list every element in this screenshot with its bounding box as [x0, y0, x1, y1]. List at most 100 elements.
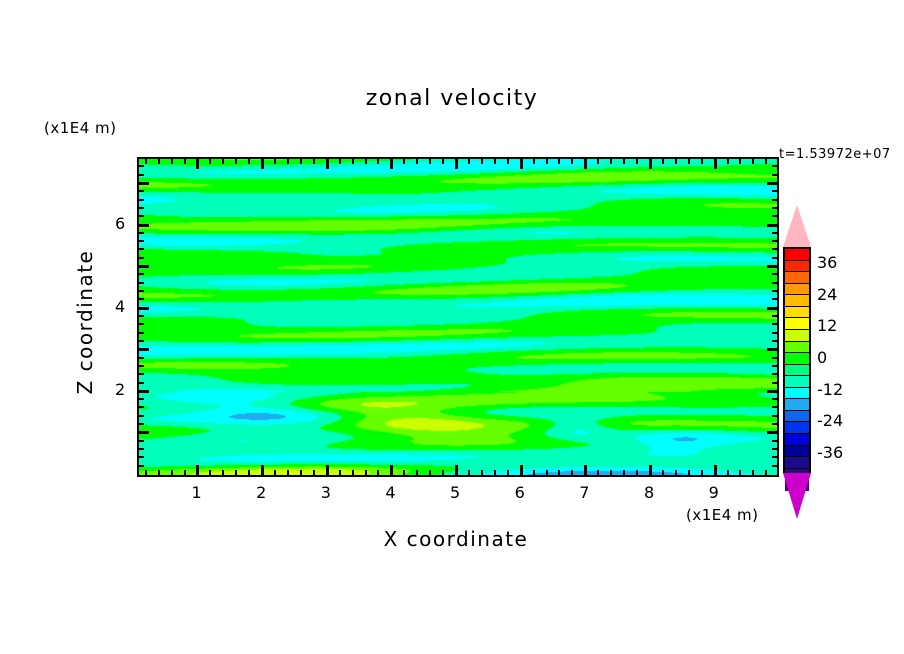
colorbar-cell	[785, 328, 809, 341]
tick-mark	[139, 448, 144, 451]
tick-mark	[571, 159, 574, 164]
tick-mark	[312, 159, 315, 164]
tick-mark	[139, 298, 144, 301]
tick-mark	[139, 248, 144, 251]
tick-mark	[139, 439, 144, 442]
timestamp-label: t=1.53972e+07	[779, 147, 891, 162]
tick-mark	[571, 470, 574, 475]
tick-mark	[636, 159, 639, 164]
tick-mark	[726, 470, 729, 475]
tick-mark	[248, 159, 251, 164]
tick-mark	[661, 470, 664, 475]
tick-mark	[312, 470, 315, 475]
tick-mark	[772, 381, 777, 384]
x-tick-label: 8	[643, 483, 655, 502]
x-tick-label: 6	[514, 483, 525, 502]
tick-mark	[772, 290, 777, 293]
tick-mark	[767, 431, 777, 435]
tick-mark	[455, 465, 459, 475]
tick-mark	[139, 364, 144, 367]
tick-mark	[480, 159, 483, 164]
tick-mark	[364, 470, 367, 475]
tick-mark	[139, 256, 144, 259]
tick-mark	[139, 398, 144, 401]
tick-mark	[139, 265, 149, 269]
tick-mark	[752, 470, 755, 475]
x-tick-label: 9	[708, 483, 719, 502]
tick-mark	[338, 159, 341, 164]
tick-mark	[772, 414, 777, 417]
tick-mark	[403, 159, 406, 164]
tick-mark	[139, 356, 144, 359]
tick-mark	[274, 470, 277, 475]
tick-mark	[144, 470, 147, 475]
tick-mark	[286, 470, 289, 475]
tick-mark	[139, 165, 144, 168]
tick-mark	[623, 159, 626, 164]
tick-mark	[767, 348, 777, 352]
tick-mark	[772, 423, 777, 426]
page-title: zonal velocity	[365, 86, 539, 111]
tick-mark	[170, 159, 173, 164]
plot-area[interactable]	[137, 157, 779, 477]
tick-mark	[183, 159, 186, 164]
tick-mark	[493, 159, 496, 164]
x-axis-title: X coordinate	[383, 527, 529, 551]
tick-mark	[235, 159, 238, 164]
tick-mark	[139, 206, 144, 209]
tick-mark	[455, 159, 459, 169]
tick-mark	[442, 159, 445, 164]
tick-mark	[765, 159, 768, 164]
tick-mark	[674, 159, 677, 164]
tick-mark	[196, 465, 200, 475]
tick-mark	[584, 159, 588, 169]
y-tick-label: 6	[115, 213, 126, 233]
tick-mark	[493, 470, 496, 475]
tick-mark	[139, 198, 144, 201]
tick-mark	[767, 265, 777, 269]
tick-mark	[674, 470, 677, 475]
tick-mark	[772, 373, 777, 376]
tick-mark	[558, 470, 561, 475]
tick-mark	[713, 159, 717, 169]
x-axis-unit-label: (x1E4 m)	[686, 506, 759, 524]
tick-mark	[772, 448, 777, 451]
tick-mark	[772, 439, 777, 442]
tick-mark	[325, 465, 329, 475]
tick-mark	[139, 414, 144, 417]
tick-mark	[772, 315, 777, 317]
tick-mark	[584, 465, 588, 475]
y-axis-title: Z coordinate	[73, 249, 97, 395]
tick-mark	[610, 470, 613, 475]
y-tick-label: 4	[115, 296, 126, 316]
colorbar[interactable]	[783, 247, 811, 491]
colorbar-cell	[785, 282, 809, 295]
x-tick-label: 5	[450, 483, 461, 502]
tick-mark	[772, 298, 777, 301]
tick-mark	[648, 465, 652, 475]
colorbar-cell	[785, 421, 809, 433]
tick-mark	[235, 470, 238, 475]
tick-mark	[157, 470, 160, 475]
tick-mark	[687, 159, 690, 164]
colorbar-cell	[785, 249, 809, 260]
tick-mark	[545, 470, 548, 475]
tick-mark	[299, 159, 302, 164]
tick-mark	[139, 406, 144, 409]
tick-mark	[299, 470, 302, 475]
tick-mark	[772, 364, 777, 367]
tick-mark	[196, 159, 200, 169]
tick-mark	[248, 470, 251, 475]
tick-mark	[183, 470, 186, 475]
tick-mark	[752, 159, 755, 164]
tick-mark	[772, 273, 777, 276]
tick-mark	[767, 306, 777, 310]
colorbar-tick-label: 24	[817, 284, 838, 304]
tick-mark	[772, 165, 777, 168]
tick-mark	[416, 470, 419, 475]
tick-mark	[139, 464, 144, 467]
tick-mark	[416, 159, 419, 164]
contour-field-canvas	[139, 159, 777, 475]
tick-mark	[325, 159, 329, 169]
